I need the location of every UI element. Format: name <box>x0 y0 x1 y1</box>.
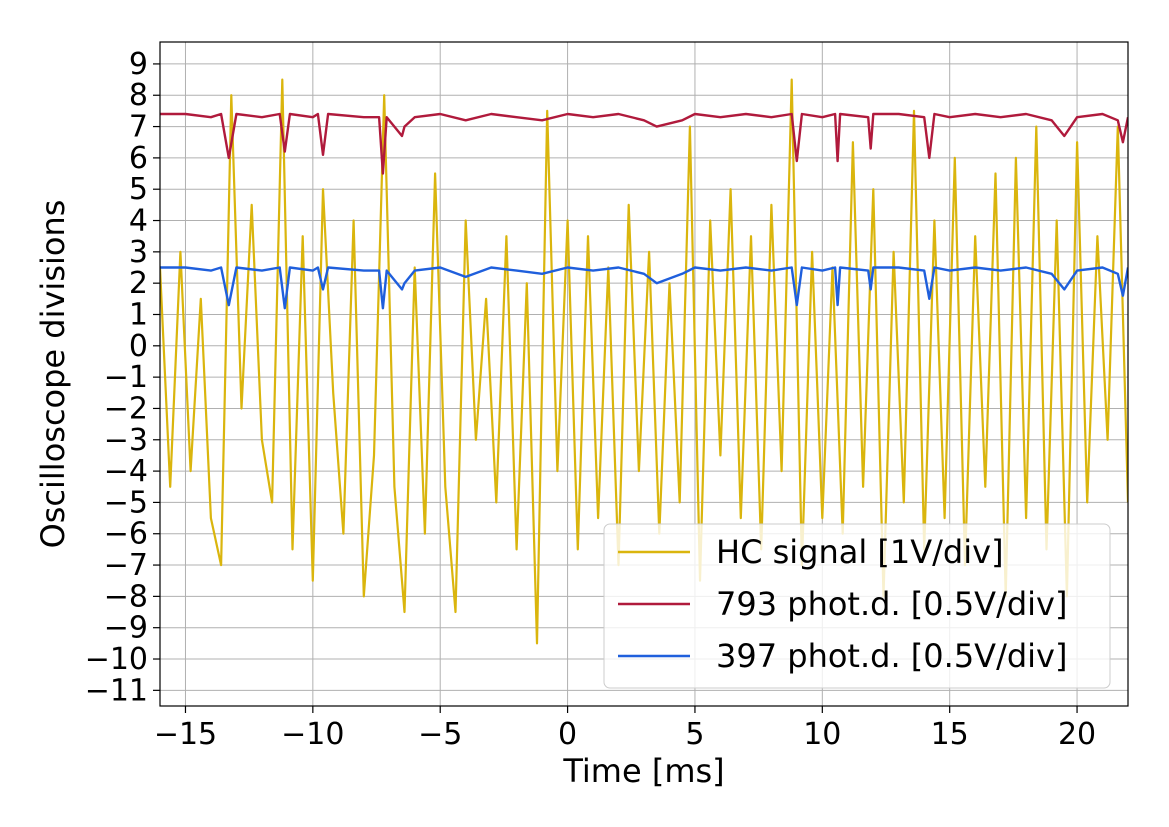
x-tick-label: 5 <box>685 717 704 752</box>
x-axis-label: Time [ms] <box>562 752 724 790</box>
y-tick-label: 2 <box>129 266 148 301</box>
series-line-hc-signal <box>160 78 1128 645</box>
y-tick-label: −2 <box>104 391 148 426</box>
series-layer <box>160 78 1128 645</box>
legend-label-397: 397 phot.d. [0.5V/div] <box>716 637 1067 675</box>
y-tick-label: 4 <box>129 204 148 239</box>
y-tick-label: 5 <box>129 172 148 207</box>
y-tick-label: −7 <box>104 548 148 583</box>
legend-label-793: 793 phot.d. [0.5V/div] <box>716 585 1067 623</box>
y-tick-label: −4 <box>104 454 148 489</box>
y-tick-label: −9 <box>104 611 148 646</box>
y-tick-label: 0 <box>129 329 148 364</box>
y-tick-label: −6 <box>104 517 148 552</box>
x-tick-label: 0 <box>558 717 577 752</box>
x-tick-label: −5 <box>418 717 462 752</box>
x-tick-label: 15 <box>931 717 969 752</box>
y-tick-label: −8 <box>104 579 148 614</box>
y-tick-label: 7 <box>129 110 148 145</box>
x-axis-ticks: −15 −10 −5 0 5 10 15 20 <box>154 706 1096 752</box>
y-tick-label: −11 <box>85 673 148 708</box>
y-tick-label: 1 <box>129 297 148 332</box>
y-tick-label: 9 <box>129 47 148 82</box>
series-line-397 <box>160 266 1128 310</box>
x-tick-label: 10 <box>803 717 841 752</box>
x-tick-label: −15 <box>154 717 217 752</box>
x-tick-label: 20 <box>1058 717 1096 752</box>
legend-label-hc-signal: HC signal [1V/div] <box>716 533 1004 571</box>
y-tick-label: 8 <box>129 78 148 113</box>
plot-frame <box>159 41 1129 707</box>
y-tick-label: −1 <box>104 360 148 395</box>
series-line-793 <box>160 112 1128 175</box>
y-tick-label: −10 <box>85 642 148 677</box>
y-axis-label: Oscilloscope divisions <box>34 200 72 549</box>
y-tick-label: −5 <box>104 485 148 520</box>
y-tick-label: 3 <box>129 235 148 270</box>
legend-box <box>603 523 1111 689</box>
x-tick-label: −10 <box>281 717 344 752</box>
y-tick-label: 6 <box>129 141 148 176</box>
legend: HC signal [1V/div] 793 phot.d. [0.5V/div… <box>603 523 1111 689</box>
y-tick-label: −3 <box>104 423 148 458</box>
